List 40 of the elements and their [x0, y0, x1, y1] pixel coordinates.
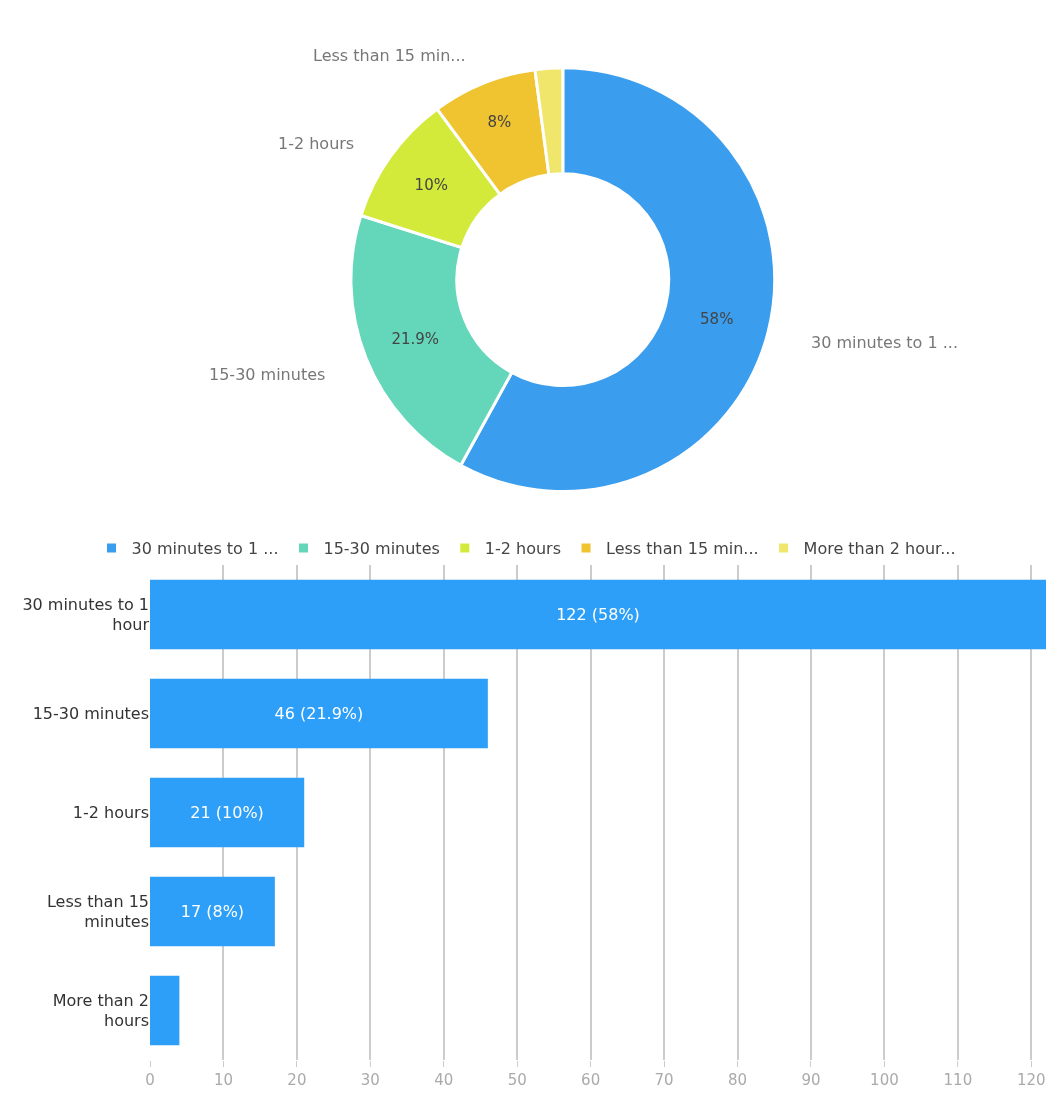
bar: [150, 876, 275, 947]
x-tick-label: 110: [943, 1071, 973, 1089]
x-tick-label: 60: [581, 1071, 601, 1089]
y-tick-label: 1-2 hours: [72, 803, 149, 823]
x-tick-label: 50: [507, 1071, 527, 1089]
x-tick-label: 80: [727, 1071, 748, 1089]
bar: [150, 579, 1046, 650]
data-label: 8%: [487, 113, 512, 132]
slice-label: Less than 15 min...: [313, 46, 466, 65]
bar: [150, 678, 488, 749]
y-tick-label: 30 minutes to 1 hour: [22, 594, 150, 635]
data-label: 122 (58%): [556, 605, 640, 624]
x-tick-label: 90: [801, 1071, 821, 1089]
x-tick-label: 120: [1016, 1071, 1046, 1089]
legend-label: Less than 15 min...: [606, 539, 759, 559]
data-label: 17 (8%): [180, 902, 245, 921]
legend-label: 30 minutes to 1 ...: [131, 539, 279, 559]
legend-label: 1-2 hours: [484, 539, 562, 559]
legend-label: More than 2 hour...: [803, 539, 956, 559]
x-tick-label: 70: [654, 1071, 674, 1089]
slice-label: 1-2 hours: [278, 134, 355, 153]
slice-label: 30 minutes to 1 ...: [811, 333, 958, 352]
x-tick-label: 0: [145, 1071, 155, 1089]
bar: [150, 777, 305, 848]
y-tick-label: Less than 15 minutes: [46, 891, 149, 932]
y-tick-label: 15-30 minutes: [32, 704, 149, 724]
x-tick-label: 10: [213, 1071, 233, 1089]
x-tick-label: 20: [287, 1071, 307, 1089]
slice-label: 15-30 minutes: [209, 365, 326, 384]
x-tick-label: 30: [360, 1071, 380, 1089]
data-label: 21 (10%): [190, 803, 264, 822]
data-label: 58%: [700, 310, 734, 329]
x-tick-label: 40: [434, 1071, 454, 1089]
legend-label: 15-30 minutes: [323, 539, 440, 559]
x-tick-label: 100: [870, 1071, 899, 1089]
data-label: 46 (21.9%): [274, 704, 364, 723]
data-label: 21.9%: [391, 329, 440, 348]
y-tick-label: More than 2 hours: [52, 990, 149, 1031]
data-label: 10%: [414, 176, 448, 195]
bar: [150, 975, 180, 1046]
